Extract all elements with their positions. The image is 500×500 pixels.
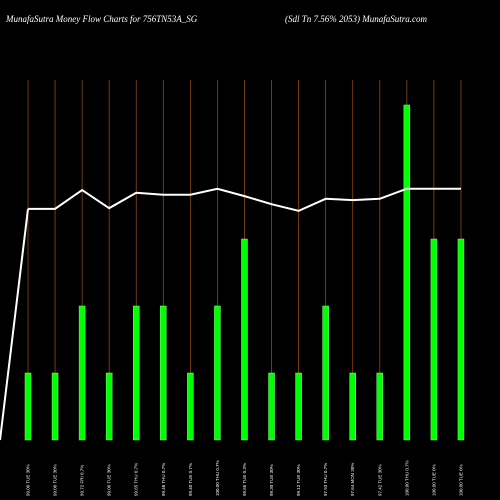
price-line [28,187,461,212]
bar [241,238,248,441]
bar [349,372,356,441]
bar [132,305,140,441]
bar [430,238,438,441]
x-tick-label: 99.72 FRI 0.7% [80,465,85,496]
bar [51,372,59,441]
x-tick-label: 99.12 TUE 30% [296,464,301,496]
line-lead [0,208,29,441]
bar [214,305,221,441]
chart-subtitle: (Sdl Tn 7.56% 2053) MunafaSutra.com [285,14,427,24]
bar [24,372,32,441]
x-tick-label: 100.00 TUE 0% [431,464,436,496]
bar [105,372,113,441]
x-tick-label: 97.42 TUE 30% [377,464,382,496]
bar [187,372,194,441]
x-tick-label: 99.65 THU 0.7% [134,463,139,496]
bar [457,238,465,441]
bar [322,305,329,441]
x-tick-label: 99.00 TUE 30% [53,464,58,496]
x-tick-label: 99.30 TUE 30% [269,464,274,496]
x-tick-label: 99.00 TUE 30% [107,464,112,496]
x-tick-label: 100.00 THU 0.7% [215,460,220,496]
chart-title: MunafaSutra Money Flow Charts for 756TN5… [5,14,198,24]
bar [403,104,411,441]
bar [268,372,275,441]
x-tick-label: 100.00 TUE 0% [458,464,463,496]
bar [295,372,302,441]
x-tick-label: 97.93 THU 0.7% [323,463,328,496]
x-tick-label: 97.64 MON 30% [350,463,355,496]
x-tick-label: 100.00 THU 0.7% [404,460,409,496]
x-tick-label: 99.40 TUE 0.7% [188,463,193,496]
x-tick-label: 99.48 THU 0.7% [161,463,166,496]
bar [78,305,86,441]
x-tick-label: 99.00 TUE 30% [26,464,31,496]
bar [160,305,167,441]
bar [376,372,384,441]
x-tick-label: 99.65 TUE 0.3% [242,463,247,496]
